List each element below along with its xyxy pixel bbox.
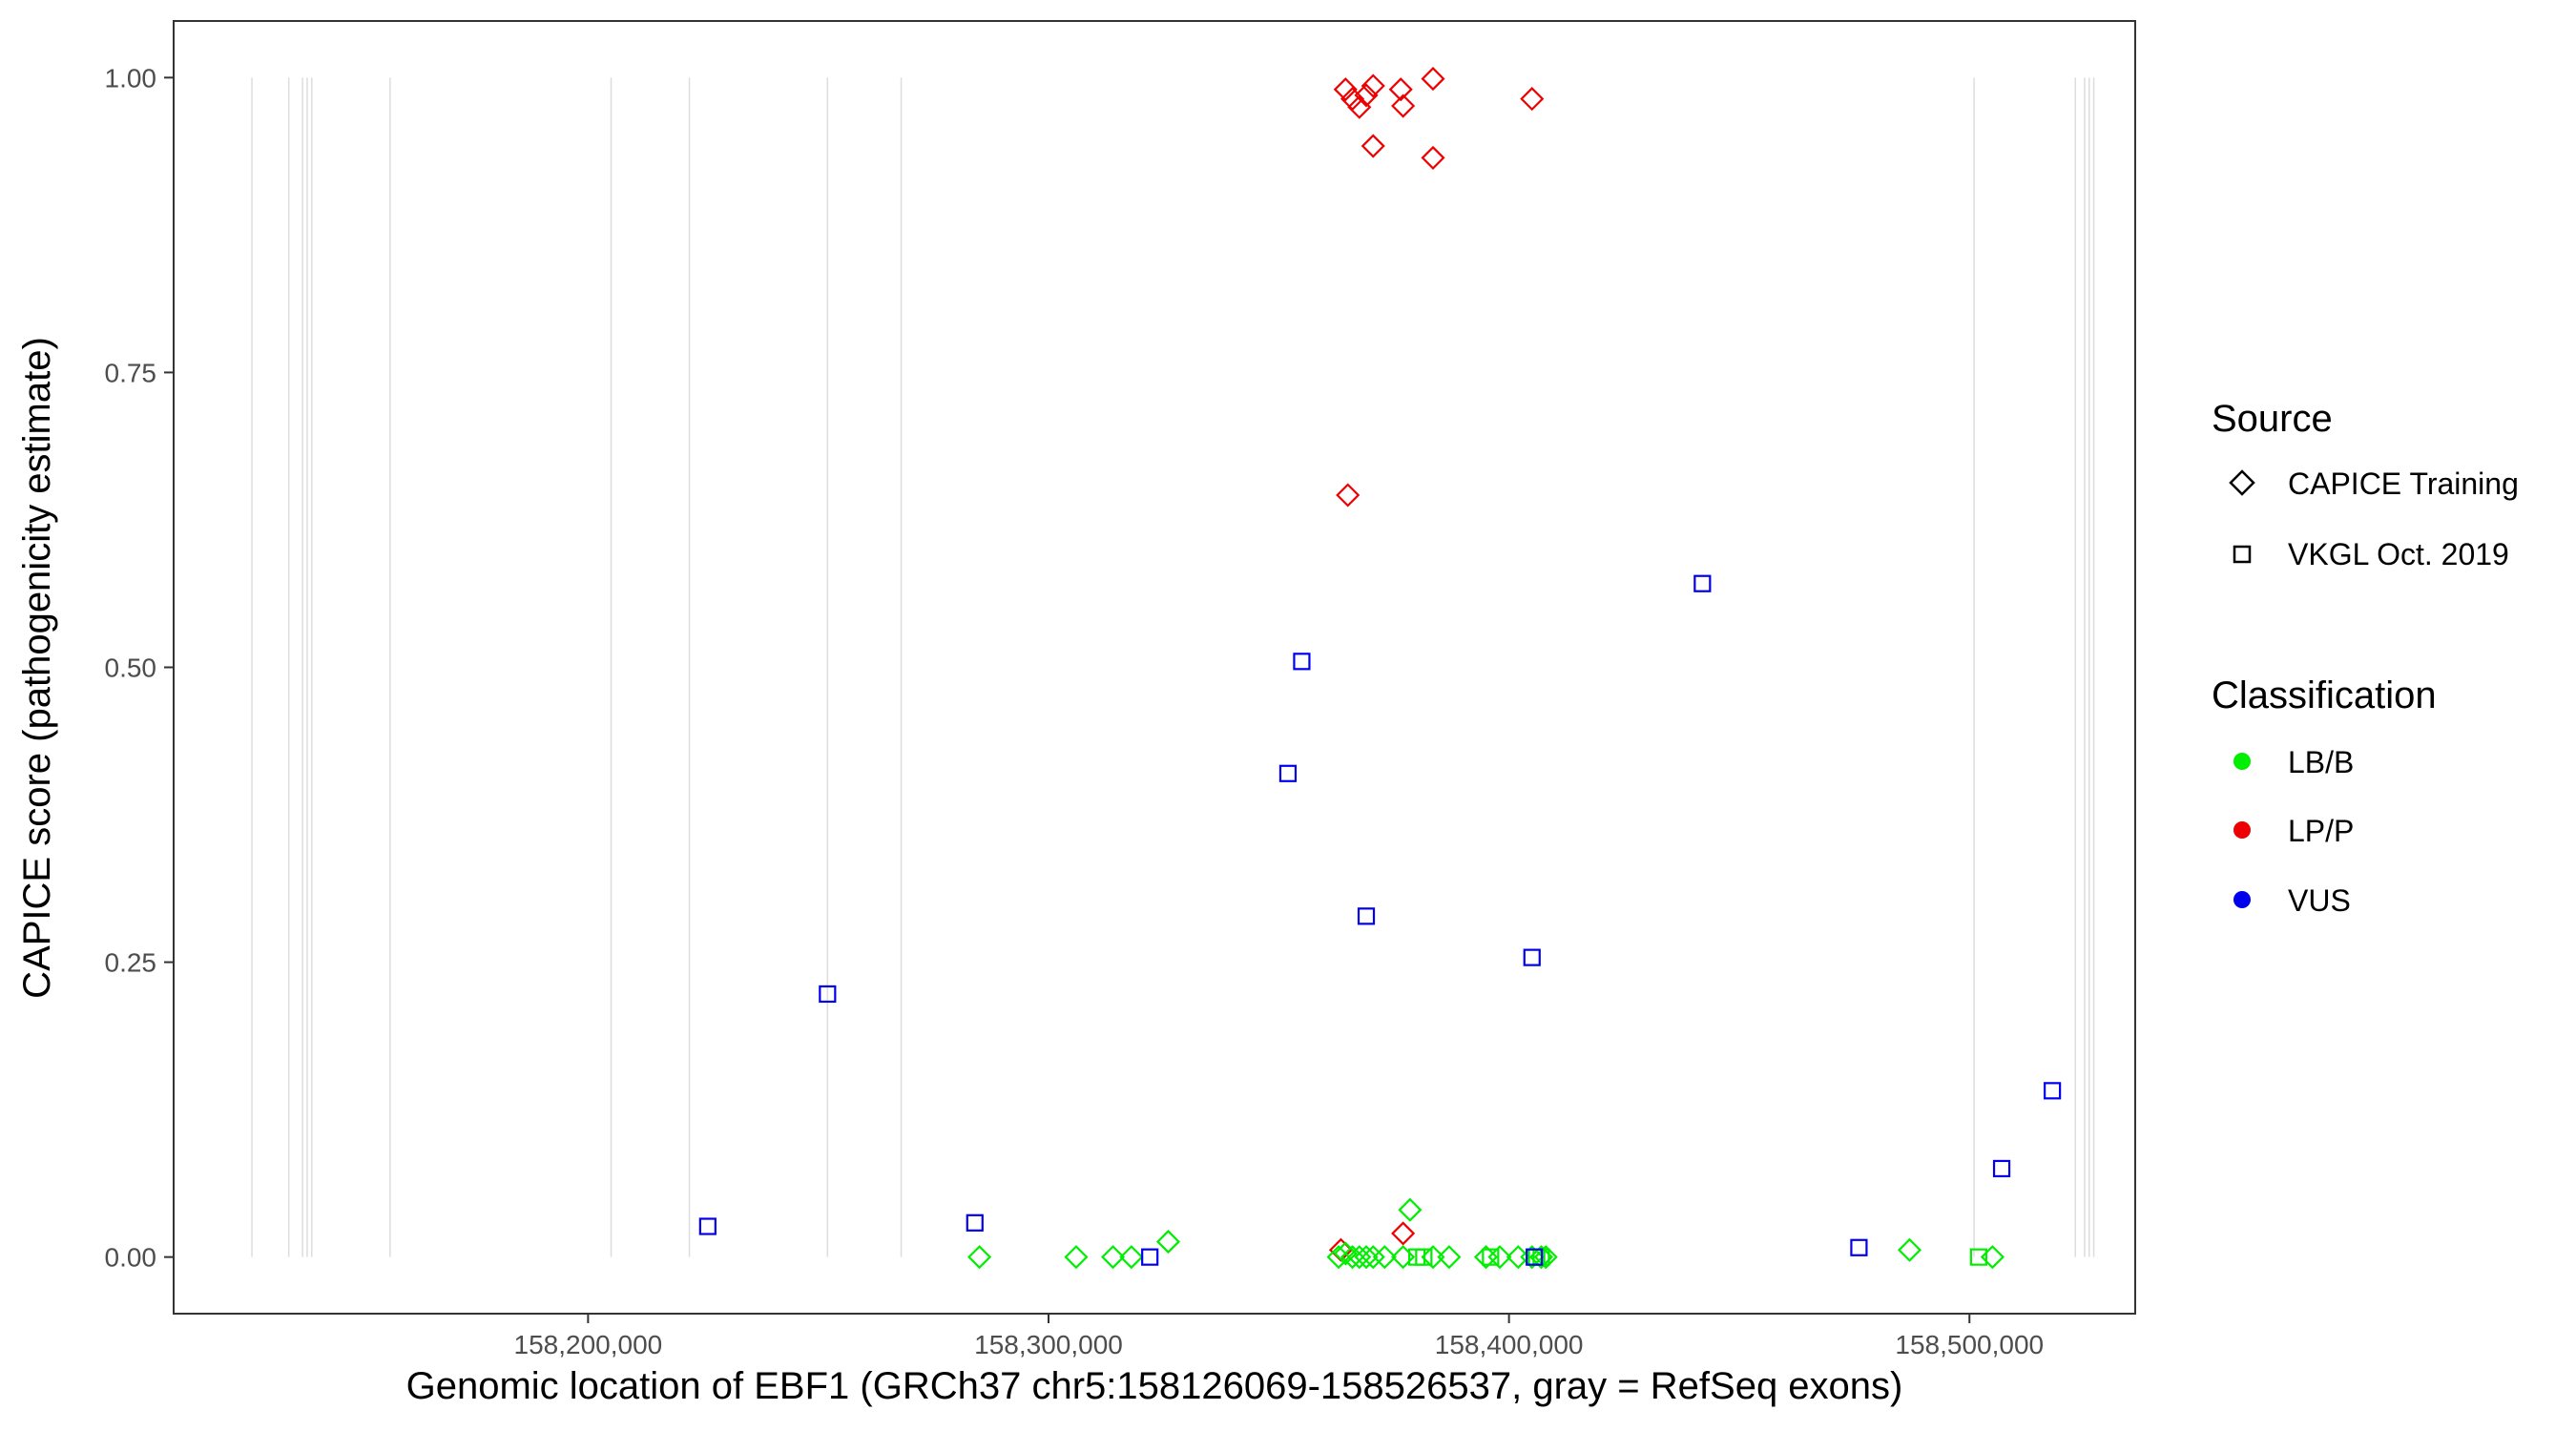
legend-label-lp-p: LP/P xyxy=(2288,814,2354,848)
data-point-diamond xyxy=(1347,94,1372,119)
data-point-square xyxy=(1523,948,1541,966)
data-point-diamond xyxy=(1398,1197,1423,1222)
data-point-square xyxy=(1293,653,1311,671)
data-point-diamond xyxy=(1437,1245,1462,1270)
data-point-diamond xyxy=(1391,1221,1416,1246)
legend-item-vkgl-oct-2019: VKGL Oct. 2019 xyxy=(2233,537,2509,571)
legend-dot-lp-p xyxy=(2233,821,2251,839)
y-tick-label: 0.25 xyxy=(105,948,157,978)
data-point-diamond xyxy=(1361,73,1385,98)
x-tick-label: 158,200,000 xyxy=(514,1330,663,1359)
legend-classification-title: Classification xyxy=(2212,674,2437,716)
data-point-diamond xyxy=(1064,1245,1089,1270)
plot-panel-border xyxy=(173,20,2136,1315)
data-point-diamond xyxy=(1361,1245,1385,1270)
data-point-diamond xyxy=(1333,77,1358,102)
legend: Source CAPICE Training VKGL Oct. 2019 Cl… xyxy=(2212,398,2519,918)
legend-label-lb-b: LB/B xyxy=(2288,745,2354,779)
data-point-square xyxy=(1415,1248,1433,1266)
data-point-square xyxy=(1278,764,1298,782)
data-point-diamond xyxy=(1119,1245,1144,1270)
data-point-square xyxy=(1992,1159,2011,1178)
x-tick-label: 158,300,000 xyxy=(974,1330,1123,1359)
legend-label-vus: VUS xyxy=(2288,883,2351,918)
data-point-diamond xyxy=(1101,1245,1126,1270)
data-point-diamond xyxy=(1354,1245,1379,1270)
data-point-diamond xyxy=(1421,1245,1445,1270)
data-point-square xyxy=(1141,1248,1159,1266)
legend-item-capice-training: CAPICE Training xyxy=(2229,467,2519,501)
data-point-diamond xyxy=(1897,1237,1922,1262)
data-point-diamond xyxy=(1336,483,1361,508)
square-icon xyxy=(2233,545,2252,564)
legend-source-title: Source xyxy=(2212,398,2333,440)
legend-item-vus: VUS xyxy=(2233,883,2351,918)
diamond-icon xyxy=(2229,469,2255,496)
data-point-diamond xyxy=(1361,134,1385,158)
data-point-diamond xyxy=(1388,77,1413,102)
data-point-square xyxy=(1357,907,1376,925)
data-point-diamond xyxy=(1333,1241,1358,1266)
axis-ticks: 158,200,000 158,300,000 158,400,000 158,500… xyxy=(105,63,2045,1359)
x-tick-label: 158,500,000 xyxy=(1895,1330,2044,1359)
legend-dot-vus xyxy=(2233,891,2251,908)
exon-lines xyxy=(251,77,2095,1257)
data-point-diamond xyxy=(1487,1245,1512,1270)
legend-item-lp-p: LP/P xyxy=(2233,814,2354,848)
data-point-square xyxy=(1482,1248,1500,1266)
data-point-diamond xyxy=(1421,67,1445,92)
data-point-square xyxy=(1969,1248,1988,1266)
data-point-diamond xyxy=(1391,93,1416,118)
y-tick-label: 0.75 xyxy=(105,358,157,387)
data-point-diamond xyxy=(1533,1245,1558,1270)
data-point-square xyxy=(1850,1238,1868,1256)
data-point-square xyxy=(698,1217,717,1235)
data-point-diamond xyxy=(967,1245,992,1270)
legend-item-lb-b: LB/B xyxy=(2233,745,2354,779)
y-tick-label: 1.00 xyxy=(105,63,157,93)
data-point-diamond xyxy=(1421,145,1445,170)
x-tick-label: 158,400,000 xyxy=(1435,1330,1584,1359)
y-tick-label: 0.50 xyxy=(105,653,157,683)
legend-dot-lb-b xyxy=(2233,753,2251,770)
legend-label-vkgl-oct-2019: VKGL Oct. 2019 xyxy=(2288,537,2509,571)
data-point-square xyxy=(2044,1082,2062,1100)
data-point-square xyxy=(1693,574,1712,592)
data-points xyxy=(698,67,2062,1270)
data-point-square xyxy=(1526,1248,1544,1266)
data-point-diamond xyxy=(1372,1245,1397,1270)
x-axis-title: Genomic location of EBF1 (GRCh37 chr5:15… xyxy=(406,1365,1903,1407)
data-point-diamond xyxy=(1155,1230,1181,1255)
y-axis-title: CAPICE score (pathogenicity estimate) xyxy=(16,337,58,999)
legend-label-capice-training: CAPICE Training xyxy=(2288,467,2519,501)
data-point-square xyxy=(819,985,837,1004)
data-point-square xyxy=(966,1213,984,1232)
data-point-diamond xyxy=(1354,83,1379,108)
y-tick-label: 0.00 xyxy=(105,1243,157,1273)
data-point-diamond xyxy=(1520,87,1545,112)
